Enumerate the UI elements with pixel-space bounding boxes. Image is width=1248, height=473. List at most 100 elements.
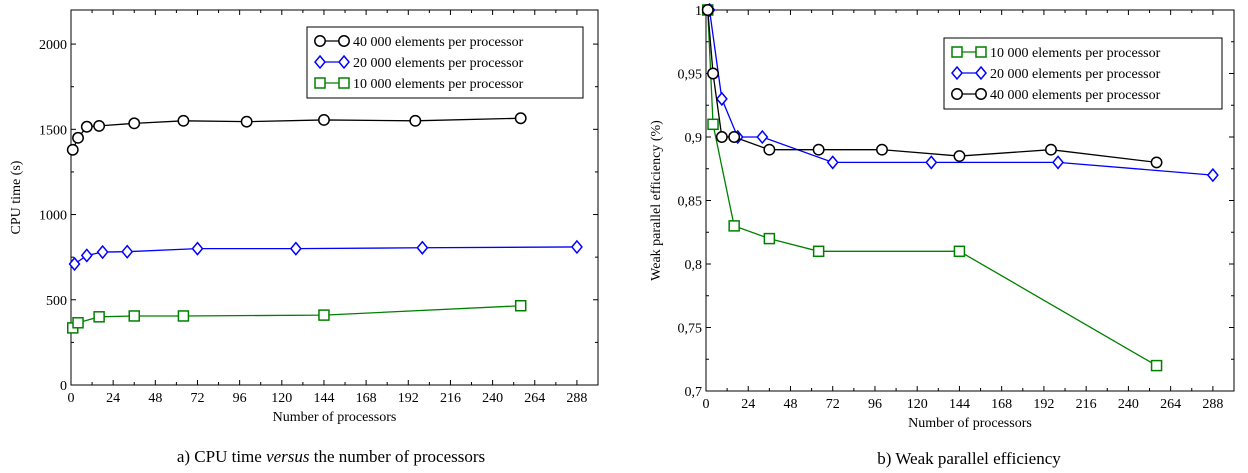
data-point-square [93,311,105,323]
data-point-circle [876,143,888,156]
x-axis-label: Number of processors [908,416,1032,431]
legend-marker [975,65,987,81]
legend-entry: 20 000 elements per processor [990,67,1161,82]
data-point-circle [318,113,330,126]
data-point-square [763,232,776,245]
x-tick-label: 0 [68,391,75,406]
x-tick-label: 288 [566,391,587,406]
y-tick-label: 1000 [39,209,67,224]
data-point-diamond [121,244,134,259]
legend-marker [975,88,987,100]
data-point-square [728,220,740,232]
caption-emphasis: versus [266,447,310,466]
data-point-diamond [80,248,93,263]
legend: 10 000 elements per processor 20 000 elem… [943,37,1223,110]
y-axis-label: CPU time (s) [9,160,24,234]
legend-entry: 40 000 elements per processor [990,88,1161,103]
data-point-square [953,245,966,258]
series-diamond [68,239,583,272]
data-point-circle [66,143,79,156]
y-tick-label: 0,9 [685,131,703,146]
data-point-diamond [570,239,583,255]
data-point-circle [1045,143,1057,156]
x-tick-label: 120 [907,397,928,412]
data-point-square [72,317,84,329]
legend-marker [338,77,350,89]
x-tick-label: 0 [703,397,710,412]
y-tick-label: 1 [695,4,702,19]
data-point-square [812,245,825,258]
x-tick-label: 72 [190,391,204,406]
figure-caption: b) Weak parallel efficiency [877,449,1061,468]
legend-box [943,37,1223,110]
legend: 40 000 elements per processor 20 000 elem… [306,26,584,99]
caption-prefix: a) CPU time [177,447,266,466]
plot-frame [70,9,599,386]
data-point-diamond [68,256,81,272]
data-point-square [707,118,719,131]
series-line [74,246,577,265]
caption-prefix: b) Weak parallel efficiency [877,449,1061,468]
legend-marker [338,54,350,70]
x-tick-label: 264 [524,391,545,406]
legend-marker [951,88,963,100]
x-tick-label: 48 [148,391,162,406]
x-tick-label: 240 [482,391,503,406]
y-tick-label: 1500 [39,123,67,138]
y-tick-label: 0 [60,379,67,394]
data-point-circle [728,131,741,143]
legend-marker [951,65,963,81]
x-tick-label: 288 [1202,397,1223,412]
data-point-circle [701,4,714,16]
data-point-circle [72,131,84,144]
legend-entry: 40 000 elements per processor [353,35,524,50]
chart-panel-2: 0 24 48 72 96 120 144 168 192 216 240 264 288 0,7 0,75… [649,2,1235,468]
legend-entry: 10 000 elements per processor [353,77,524,92]
y-tick-label: 0,7 [685,385,703,400]
series-line [707,9,1157,164]
x-tick-label: 168 [991,397,1012,412]
legend-entry: 10 000 elements per processor [990,46,1161,61]
y-axis-label: Weak parallel efficiency (%) [649,120,664,281]
x-axis-label: Number of processors [273,410,397,425]
data-point-square [318,309,330,321]
data-point-circle [128,117,141,130]
y-tick-label: 0,85 [678,195,703,210]
data-point-diamond [1206,167,1219,183]
data-point-circle [763,143,776,156]
data-point-diamond [1052,155,1064,170]
legend-box [306,26,584,99]
series-circle [66,112,527,156]
data-point-circle [812,143,825,156]
figure-caption: a) CPU time versus the number of process… [177,447,485,466]
x-tick-label: 144 [949,397,970,412]
data-point-circle [240,115,253,128]
x-tick-label: 24 [106,391,120,406]
x-tick-label: 120 [271,391,292,406]
series-line [72,117,521,151]
legend-marker [975,46,987,58]
legend-marker [314,77,326,89]
data-point-diamond [96,244,109,260]
data-point-square [128,310,140,322]
x-tick-label: 96 [233,391,247,406]
data-point-circle [409,114,422,127]
y-tick-label: 0,8 [685,258,703,273]
y-tick-label: 2000 [39,38,67,53]
data-point-diamond [925,155,938,170]
series-circle [701,4,1163,169]
x-tick-label: 96 [868,397,882,412]
x-tick-label: 72 [826,397,840,412]
data-point-circle [715,131,728,143]
data-point-diamond [826,155,839,170]
legend-marker [338,35,350,47]
legend-marker [314,54,326,70]
data-point-square [514,299,527,312]
x-tick-label: 240 [1118,397,1139,412]
data-point-diamond [191,241,204,256]
x-tick-label: 264 [1160,397,1181,412]
data-point-circle [1150,156,1163,169]
x-tick-label: 48 [783,397,797,412]
y-tick-label: 500 [46,294,67,309]
x-tick-label: 24 [741,397,755,412]
